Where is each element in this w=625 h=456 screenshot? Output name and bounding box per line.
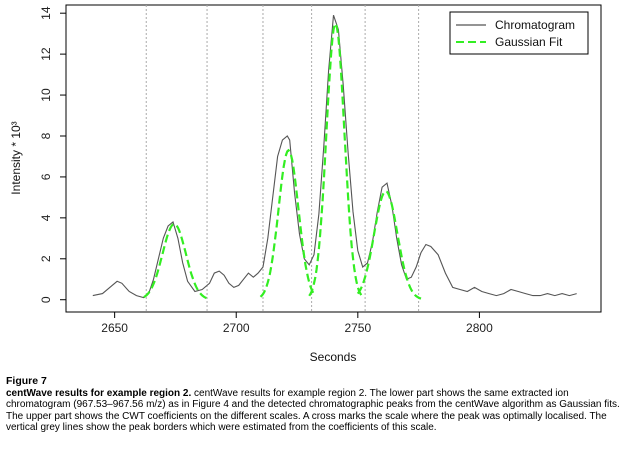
x-tick-label: 2800 [466,321,493,335]
peak-border-lines [145,5,420,312]
y-tick-label: 4 [39,214,53,221]
figure-caption: Figure 7 centWave results for example re… [6,375,620,434]
legend-gaussian-label: Gaussian Fit [495,35,563,49]
figure-number: Figure 7 [6,375,47,387]
legend-chromatogram-label: Chromatogram [495,18,575,32]
gaussian-fit-curve [143,222,208,300]
x-axis-title: Seconds [310,350,357,364]
y-tick-label: 0 [39,296,53,303]
y-tick-label: 10 [39,88,53,102]
y-axis-title: Intensity * 10³ [9,121,23,194]
legend-box [449,11,589,55]
x-tick-label: 2750 [344,321,371,335]
caption-body: centWave results for example region 2. T… [6,387,620,434]
legend: Chromatogram Gaussian Fit [449,11,589,55]
chart: 2650 2700 2750 2800 0 2 4 6 8 10 12 14 Seconds Int… [9,4,602,364]
x-axis: 2650 2700 2750 2800 [101,312,493,335]
caption-text: centWave results for example region 2. c… [6,388,620,434]
chromatogram-series [92,15,577,299]
y-tick-label: 8 [39,132,53,139]
y-axis: 0 2 4 6 8 10 12 14 [39,6,66,303]
y-tick-label: 6 [39,173,53,180]
chromatogram-line [92,15,577,299]
gaussian-fit-series [143,22,422,300]
y-tick-label: 12 [39,47,53,61]
y-tick-label: 14 [39,6,53,20]
caption-heading: centWave results for example region 2. [6,387,192,399]
plot-frame [65,4,602,313]
x-tick-label: 2700 [223,321,250,335]
y-tick-label: 2 [39,255,53,262]
gaussian-fit-curve [259,148,315,298]
gaussian-fit-curve [356,189,422,300]
x-tick-label: 2650 [101,321,128,335]
gaussian-fit-curve [308,22,364,298]
